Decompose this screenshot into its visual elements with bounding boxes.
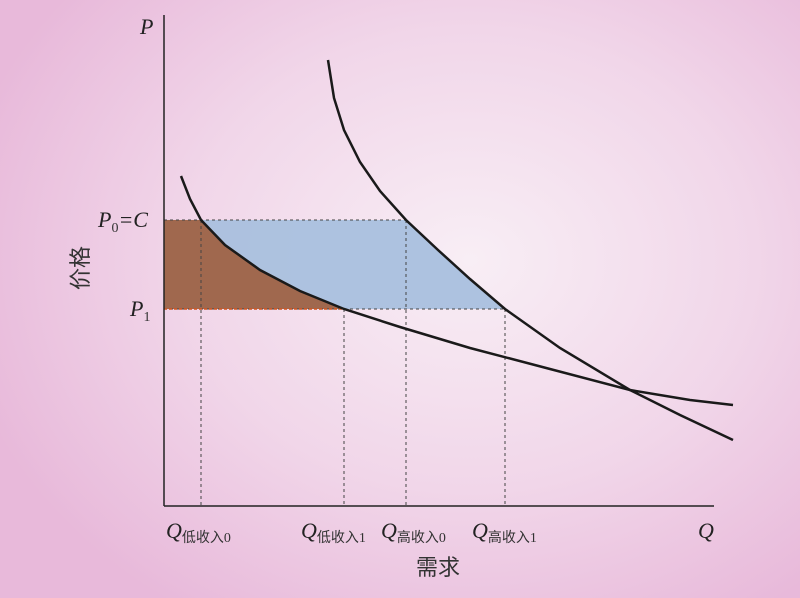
p0-label: P0=C [97,207,148,236]
p1-label: P1 [129,296,150,325]
low-income-surplus-region [164,220,344,309]
q-high-income-1-label: Q高收入1 [472,518,537,546]
q-high-income-0-label: Q高收入0 [381,518,446,546]
x-axis-symbol: Q [698,518,714,543]
y-axis-label: 价格 [68,246,93,290]
y-axis-symbol: P [139,14,153,39]
x-axis-label: 需求 [416,555,460,580]
q-low-income-0-label: Q低收入0 [166,518,231,546]
high-income-demand-curve [326,59,734,442]
q-low-income-1-label: Q低收入1 [301,518,366,546]
